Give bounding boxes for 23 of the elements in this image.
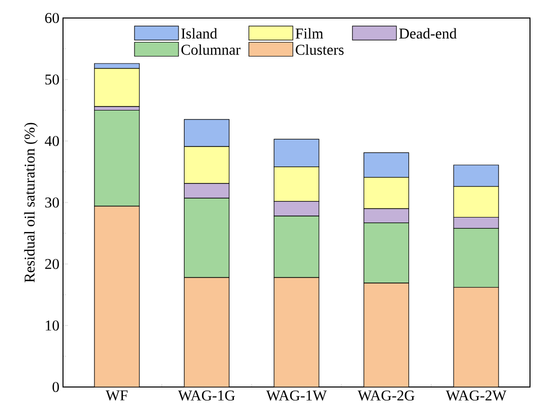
legend-label: Clusters	[296, 44, 344, 55]
y-tick-label: 60	[45, 12, 59, 24]
y-tick-label: 20	[45, 258, 59, 270]
x-tick-label: WF	[106, 390, 128, 401]
y-tick-label: 30	[45, 197, 59, 208]
y-tick-label: 0	[52, 382, 59, 392]
bar	[274, 277, 320, 387]
x-tick-label: WAG-2W	[446, 390, 506, 401]
bar	[94, 206, 140, 387]
bar	[184, 277, 230, 387]
x-tick-label: WAG-1G	[178, 390, 235, 401]
legend-label: Film	[296, 28, 324, 38]
legend-label: Columnar	[181, 44, 240, 55]
x-tick-label: WAG-1W	[266, 390, 327, 401]
y-tick-label: 40	[44, 136, 59, 146]
y-axis-title: Residual oil saturation (%)	[24, 122, 38, 282]
x-tick-label: WAG-2G	[358, 390, 414, 401]
legend-label: Island	[181, 28, 218, 39]
y-tick-label: 50	[45, 74, 59, 85]
bar	[453, 287, 499, 387]
bar	[364, 282, 410, 387]
y-tick-label: 10	[46, 320, 59, 331]
legend-label: Dead-end	[399, 28, 457, 39]
